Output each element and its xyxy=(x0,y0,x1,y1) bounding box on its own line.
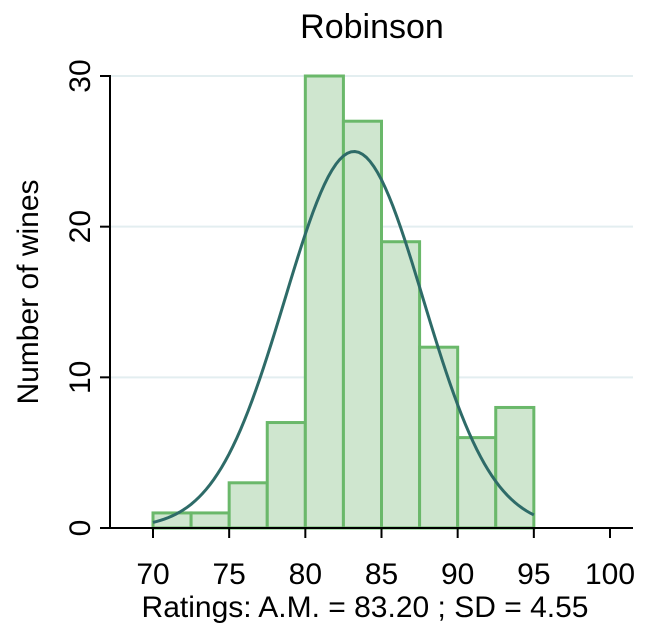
histogram-bar-6 xyxy=(380,240,422,530)
y-tick-label-30: 30 xyxy=(64,59,97,92)
y-axis-ticks: 0 10 20 30 xyxy=(64,59,110,536)
normal-curve-layer xyxy=(152,150,535,524)
histogram-bar-1 xyxy=(189,511,231,530)
x-tick-label-80: 80 xyxy=(289,558,322,591)
x-tick-label-75: 75 xyxy=(212,558,245,591)
x-tick-label-85: 85 xyxy=(365,558,398,591)
axes xyxy=(109,75,633,529)
histogram-bars xyxy=(151,74,536,530)
histogram-bar-4 xyxy=(303,74,345,530)
histogram-bar-7 xyxy=(418,345,460,530)
histogram-bar-2 xyxy=(227,481,269,530)
y-tick-label-10: 10 xyxy=(64,361,97,394)
x-tick-label-90: 90 xyxy=(441,558,474,591)
chart-title: Robinson xyxy=(300,8,444,46)
x-axis-label: Ratings: A.M. = 83.20 ; SD = 4.55 xyxy=(142,591,589,624)
x-axis-ticks: 70 75 80 85 90 95 100 xyxy=(136,528,635,591)
histogram-bar-5 xyxy=(341,119,383,530)
histogram-bar-3 xyxy=(265,421,307,530)
y-axis-label: Number of wines xyxy=(12,179,45,404)
y-tick-label-20: 20 xyxy=(64,210,97,243)
x-tick-label-100: 100 xyxy=(585,558,635,591)
y-tick-label-0: 0 xyxy=(64,520,97,537)
normal-curve xyxy=(152,150,535,524)
histogram-bar-9 xyxy=(494,405,536,530)
x-tick-label-95: 95 xyxy=(517,558,550,591)
x-tick-label-70: 70 xyxy=(136,558,169,591)
